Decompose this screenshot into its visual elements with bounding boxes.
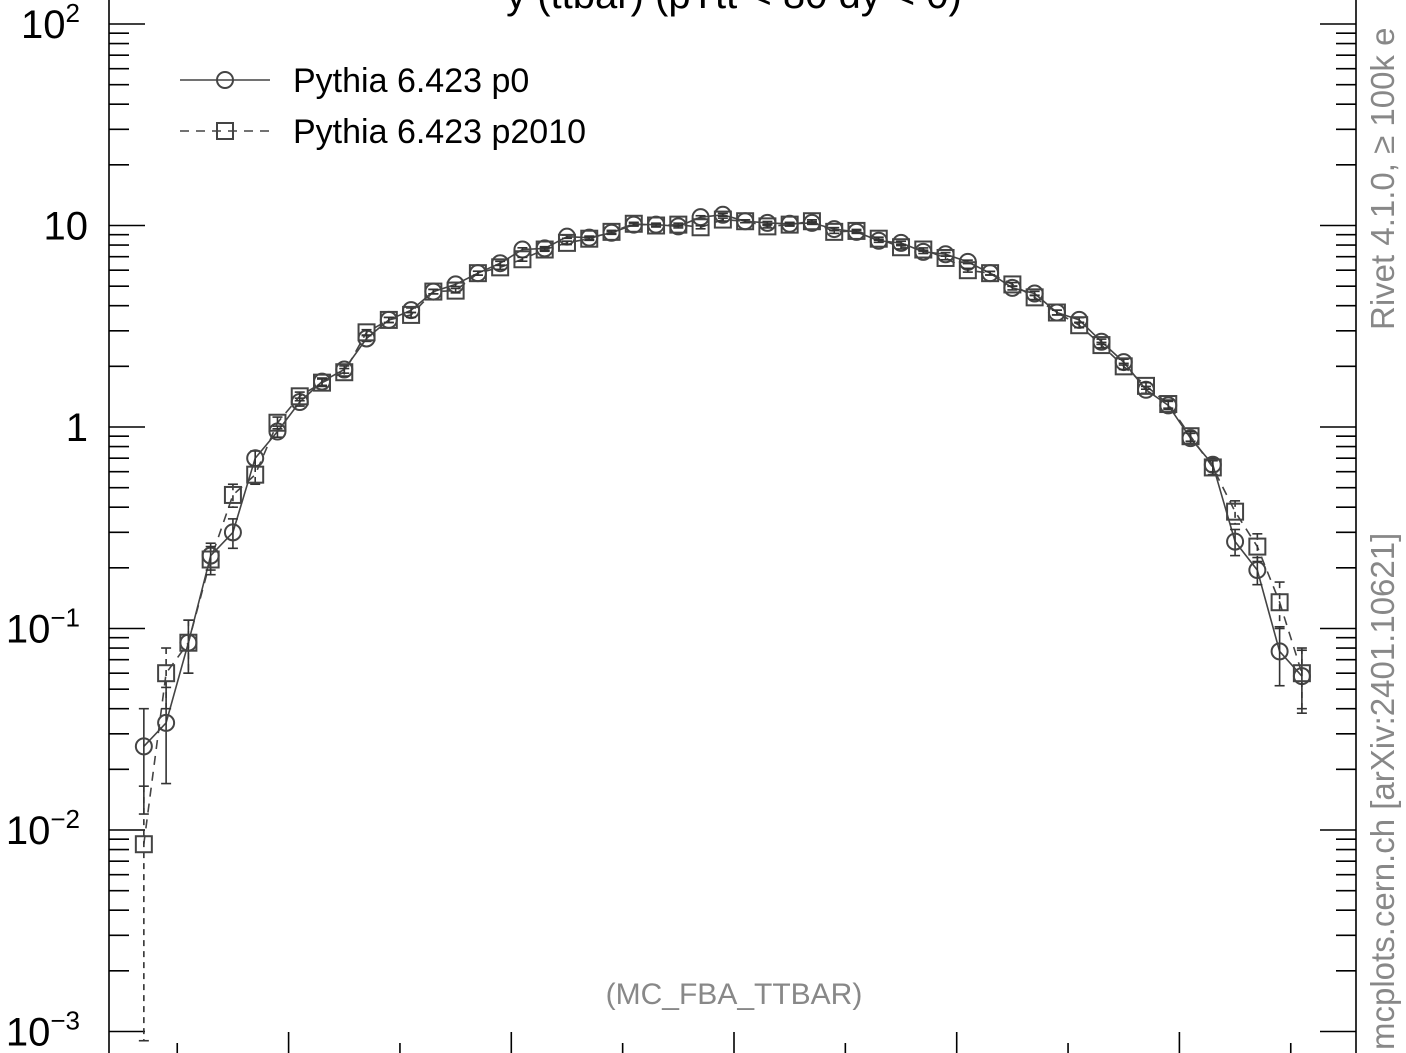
data-point-square (602, 222, 621, 241)
y-axis-ticks (109, 23, 1356, 1033)
legend-label-p2010: Pythia 6.423 p2010 (293, 113, 586, 151)
data-point-square (669, 215, 688, 234)
data-point-square (513, 250, 532, 269)
y-tick-label: 10−2 (6, 804, 80, 853)
legend-label-p0: Pythia 6.423 p0 (293, 62, 529, 100)
data-point-square (758, 217, 777, 236)
data-series (134, 205, 1311, 1042)
series-line (143, 213, 1303, 747)
axes-frame (108, 0, 1357, 1053)
series-p2010 (134, 210, 1311, 1042)
data-point-square (914, 240, 933, 259)
data-point-square (936, 248, 955, 267)
data-point-square (1092, 336, 1111, 355)
data-point-square (290, 387, 309, 406)
data-point-square (491, 258, 510, 277)
data-point-square (1114, 357, 1133, 376)
data-point-square (1203, 458, 1222, 477)
data-point-square (1136, 376, 1155, 395)
data-point-square (647, 216, 666, 235)
data-point-square (402, 305, 421, 324)
chart-title: y (ttbar) (pTtt < 80 dy < 0) (506, 0, 962, 17)
data-point-square (1025, 288, 1044, 307)
data-point-square (223, 485, 242, 504)
data-point-square (958, 261, 977, 280)
data-point-square (1003, 275, 1022, 294)
data-point-square (535, 240, 554, 259)
data-point-square (1270, 593, 1289, 612)
data-point-square (1248, 537, 1267, 556)
data-point-square (847, 221, 866, 240)
data-point-square (802, 212, 821, 231)
data-point-square (981, 264, 1000, 283)
data-point-circle (223, 523, 242, 542)
legend-entry-p2010: Pythia 6.423 p2010 (180, 113, 586, 151)
data-point-circle (1270, 642, 1289, 661)
legend: Pythia 6.423 p0 Pythia 6.423 p2010 (180, 62, 586, 151)
data-point-circle (134, 737, 153, 756)
data-point-square (1070, 316, 1089, 335)
data-point-square (335, 363, 354, 382)
data-point-circle (1226, 532, 1245, 551)
y-tick-label: 10 (44, 205, 89, 249)
y-axis-tick-labels: 102 10 1 10−1 10−2 10−3 (6, 0, 88, 1053)
y-tick-label: 102 (21, 0, 80, 47)
data-point-square (892, 238, 911, 257)
data-point-square (825, 222, 844, 241)
legend-entry-p0: Pythia 6.423 p0 (180, 62, 529, 100)
data-point-square (691, 218, 710, 237)
data-point-square (157, 664, 176, 683)
data-point-square (624, 214, 643, 233)
data-point-square (246, 465, 265, 484)
x-axis-ticks (176, 1032, 1292, 1053)
data-point-square (780, 215, 799, 234)
data-point-square (869, 229, 888, 248)
legend-square-marker (216, 122, 234, 140)
analysis-watermark: (MC_FBA_TTBAR) (606, 978, 863, 1011)
y-tick-label: 1 (66, 406, 88, 450)
data-point-square (580, 229, 599, 248)
data-point-square (1226, 502, 1245, 521)
y-tick-label: 10−1 (6, 603, 80, 652)
data-point-square (1159, 395, 1178, 414)
mcplots-source-label: mcplots.cern.ch [arXiv:2401.10621] (1364, 533, 1401, 1050)
data-point-square (424, 282, 443, 301)
data-point-square (1292, 664, 1311, 683)
data-point-square (134, 835, 153, 854)
data-point-square (268, 413, 287, 432)
data-point-square (1047, 303, 1066, 322)
data-point-square (557, 233, 576, 252)
legend-circle-marker (216, 71, 234, 89)
data-point-square (446, 281, 465, 300)
series-p0 (134, 205, 1311, 815)
data-point-square (736, 212, 755, 231)
data-point-square (313, 373, 332, 392)
rivet-version-label: Rivet 4.1.0, ≥ 100k e (1364, 28, 1401, 330)
data-point-circle (157, 713, 176, 732)
series-line (143, 218, 1303, 845)
data-point-square (201, 550, 220, 569)
data-point-square (713, 210, 732, 229)
data-point-square (357, 323, 376, 342)
data-point-square (1181, 427, 1200, 446)
data-point-square (179, 633, 198, 652)
data-point-square (468, 264, 487, 283)
data-point-square (379, 310, 398, 329)
y-tick-label: 10−3 (6, 1006, 80, 1053)
